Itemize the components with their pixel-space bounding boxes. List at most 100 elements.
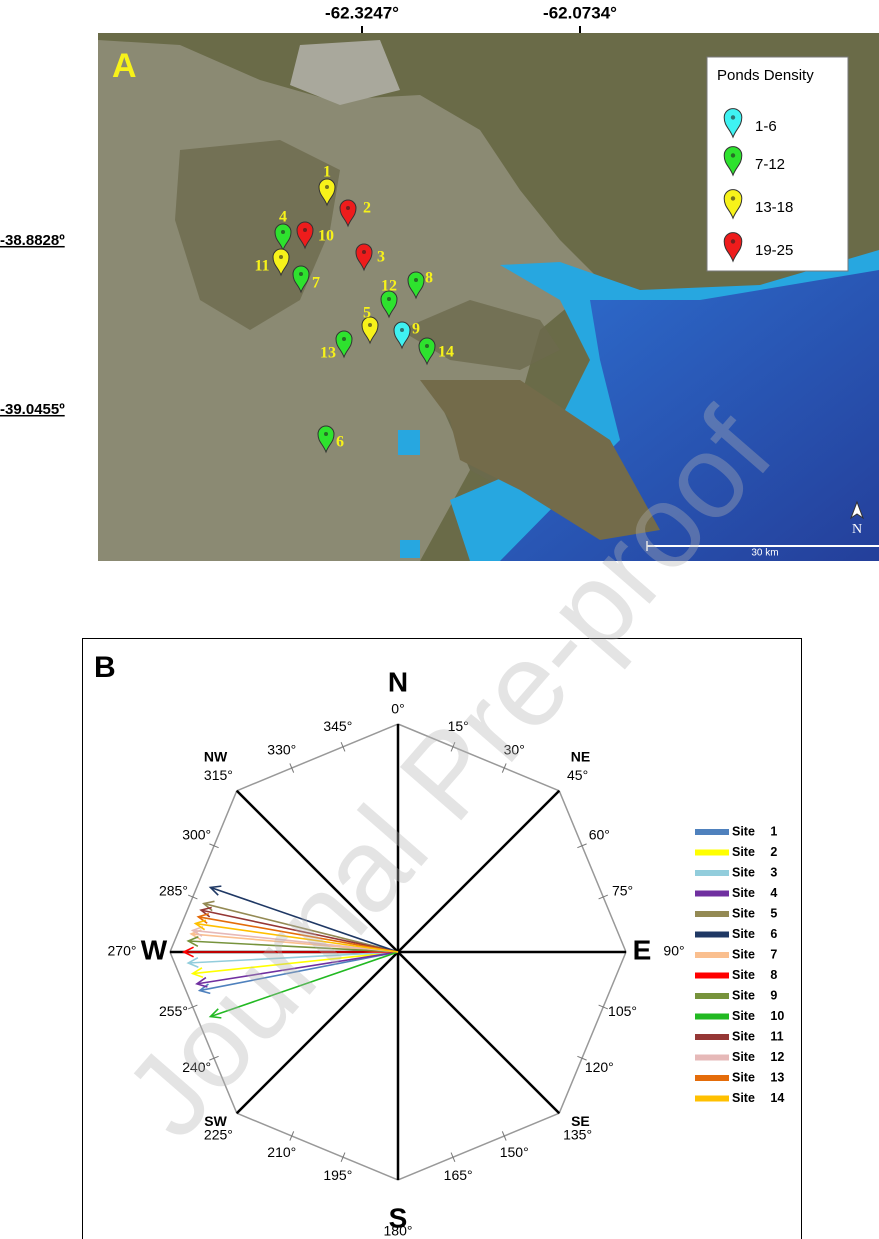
degree-label: 120° bbox=[585, 1059, 614, 1075]
degree-label: 210° bbox=[267, 1144, 296, 1160]
scale-label: 30 km bbox=[751, 548, 778, 559]
channel bbox=[398, 430, 420, 455]
legend-swatch bbox=[695, 932, 729, 938]
site-label: 13 bbox=[320, 345, 336, 362]
legend-swatch bbox=[695, 1075, 729, 1081]
marker-dot bbox=[299, 272, 303, 276]
marker-dot bbox=[731, 196, 735, 200]
legend-label: 7-12 bbox=[755, 156, 785, 173]
marker-dot bbox=[731, 115, 735, 119]
page: A -62.3247° -62.0734° -38.8828º -39.0455… bbox=[0, 0, 879, 1239]
legend-label: Site 9 bbox=[732, 988, 777, 1002]
marker-dot bbox=[362, 250, 366, 254]
legend-label: 19-25 bbox=[755, 242, 793, 259]
site-label: 14 bbox=[438, 344, 454, 361]
north-label: N bbox=[852, 522, 862, 537]
marker-dot bbox=[346, 206, 350, 210]
marker-dot bbox=[425, 344, 429, 348]
panel-label: A bbox=[112, 47, 137, 85]
legend-swatch bbox=[695, 829, 729, 835]
site-label: 5 bbox=[363, 305, 371, 322]
legend-swatch bbox=[695, 891, 729, 897]
site-label: 6 bbox=[336, 434, 344, 451]
legend-swatch bbox=[695, 1014, 729, 1020]
legend-label: 1-6 bbox=[755, 118, 777, 135]
legend-label: Site 1 bbox=[732, 824, 777, 838]
degree-label: 0° bbox=[391, 701, 404, 717]
degree-label: 285° bbox=[159, 883, 188, 899]
channel bbox=[400, 540, 420, 558]
legend-swatch bbox=[695, 1055, 729, 1061]
legend-label: Site 14 bbox=[732, 1091, 784, 1105]
legend-label: Site 2 bbox=[732, 845, 777, 859]
legend-swatch bbox=[695, 1096, 729, 1102]
site-label: 8 bbox=[425, 270, 433, 287]
legend-swatch bbox=[695, 911, 729, 917]
marker-dot bbox=[342, 337, 346, 341]
direction-label: NW bbox=[204, 748, 228, 764]
legend-swatch bbox=[695, 952, 729, 958]
legend-label: Site 8 bbox=[732, 968, 777, 982]
degree-label: 105° bbox=[608, 1003, 637, 1019]
degree-label: 60° bbox=[589, 826, 610, 842]
panel-label: B bbox=[94, 651, 116, 684]
site-label: 2 bbox=[363, 200, 371, 217]
legend-label: Site 10 bbox=[732, 1009, 784, 1023]
marker-dot bbox=[281, 230, 285, 234]
legend-swatch bbox=[695, 870, 729, 876]
figure: A -62.3247° -62.0734° -38.8828º -39.0455… bbox=[0, 0, 879, 1239]
legend-label: 13-18 bbox=[755, 199, 793, 216]
site-label: 10 bbox=[318, 228, 334, 245]
degree-label: 330° bbox=[267, 741, 296, 757]
direction-label: N bbox=[388, 666, 408, 697]
latitude-label: -38.8828º bbox=[0, 232, 65, 249]
site-label: 7 bbox=[312, 275, 320, 292]
site-label: 9 bbox=[412, 321, 420, 338]
legend-label: Site 13 bbox=[732, 1070, 784, 1084]
marker-dot bbox=[368, 323, 372, 327]
degree-label: 135° bbox=[563, 1126, 592, 1142]
marker-dot bbox=[731, 153, 735, 157]
legend-label: Site 3 bbox=[732, 865, 777, 879]
legend-label: Site 5 bbox=[732, 906, 777, 920]
degree-label: 45° bbox=[567, 767, 588, 783]
legend-label: Site 6 bbox=[732, 927, 777, 941]
site-label: 11 bbox=[254, 258, 269, 275]
marker-dot bbox=[325, 185, 329, 189]
longitude-label: -62.0734° bbox=[543, 3, 617, 22]
marker-dot bbox=[731, 239, 735, 243]
legend-swatch bbox=[695, 1034, 729, 1040]
site-label: 4 bbox=[279, 209, 287, 226]
direction-label: E bbox=[633, 934, 652, 965]
direction-label: W bbox=[141, 934, 168, 965]
legend-swatch bbox=[695, 850, 729, 856]
site-label: 3 bbox=[377, 249, 385, 266]
legend-swatch bbox=[695, 973, 729, 979]
degree-label: 75° bbox=[612, 883, 633, 899]
degree-label: 270° bbox=[108, 943, 137, 959]
marker-dot bbox=[387, 297, 391, 301]
degree-label: 345° bbox=[323, 718, 352, 734]
legend-label: Site 7 bbox=[732, 947, 777, 961]
legend-title: Ponds Density bbox=[717, 67, 814, 84]
degree-label: 90° bbox=[663, 943, 684, 959]
marker-dot bbox=[414, 278, 418, 282]
degree-label: 150° bbox=[500, 1144, 529, 1160]
degree-label: 300° bbox=[182, 826, 211, 842]
degree-label: 315° bbox=[204, 767, 233, 783]
marker-dot bbox=[324, 432, 328, 436]
site-label: 1 bbox=[323, 164, 331, 181]
direction-label: NE bbox=[571, 748, 590, 764]
marker-dot bbox=[400, 328, 404, 332]
degree-label: 195° bbox=[323, 1167, 352, 1183]
longitude-label: -62.3247° bbox=[325, 3, 399, 22]
legend-swatch bbox=[695, 993, 729, 999]
marker-dot bbox=[303, 228, 307, 232]
legend-label: Site 12 bbox=[732, 1050, 784, 1064]
site-label: 12 bbox=[381, 278, 397, 295]
degree-label: 165° bbox=[444, 1167, 473, 1183]
marker-dot bbox=[279, 255, 283, 259]
legend-label: Site 11 bbox=[732, 1029, 784, 1043]
degree-label: 180° bbox=[384, 1223, 413, 1239]
legend-label: Site 4 bbox=[732, 886, 777, 900]
